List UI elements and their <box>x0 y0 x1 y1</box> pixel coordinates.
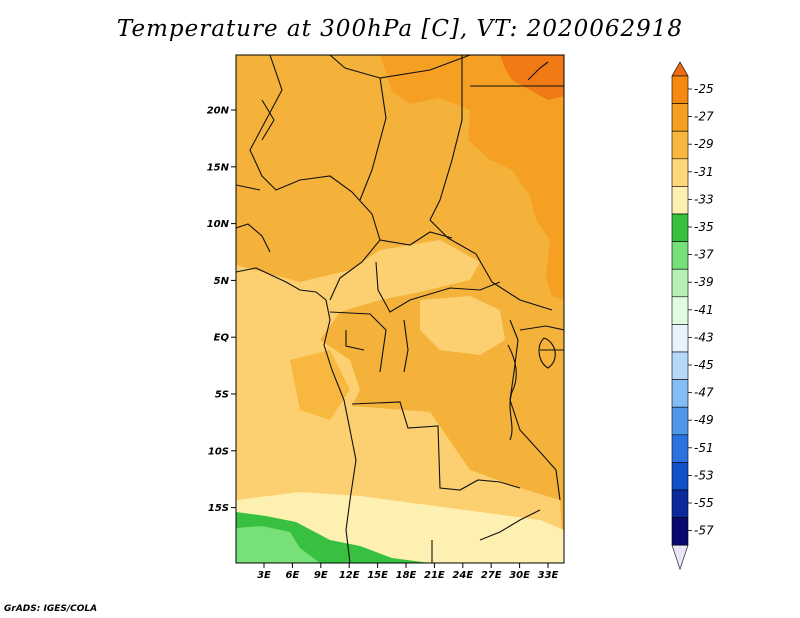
colorbar-swatch <box>671 103 689 132</box>
colorbar-label: -37 <box>694 248 714 262</box>
colorbar-bottom-arrow <box>671 544 689 571</box>
coastline <box>236 267 357 563</box>
lon-label: 21E <box>424 570 445 581</box>
lon-label: 27E <box>481 570 502 581</box>
lat-label: 20N <box>207 106 230 117</box>
colorbar-legend: -25 -27 -29 -31 -33 -35 -37 -39 -41 -43 -45 -47 -49 -… <box>671 61 714 571</box>
colorbar-label: -53 <box>694 468 714 482</box>
colorbar-swatch <box>671 351 689 380</box>
lat-label: EQ <box>214 333 230 344</box>
lat-label: 15S <box>208 503 229 514</box>
boundaries <box>236 55 564 563</box>
map-frame <box>235 54 565 564</box>
colorbar-label: -49 <box>694 413 714 427</box>
colorbar-swatch <box>671 462 689 491</box>
colorbar-swatch <box>671 434 689 463</box>
lon-label: 9E <box>314 570 328 581</box>
latitude-axis: 20N 15N 10N 5N EQ 5S 10S 15S <box>207 106 236 514</box>
colorbar-label: -29 <box>694 137 714 151</box>
colorbar-swatch <box>671 186 689 215</box>
colorbar-label: -25 <box>694 82 714 96</box>
lon-label: 6E <box>286 570 300 581</box>
temperature-field <box>236 55 564 563</box>
colorbar-top-arrow <box>671 61 689 77</box>
lon-label: 15E <box>367 570 388 581</box>
colorbar-label: -47 <box>694 386 714 400</box>
colorbar-swatch <box>671 213 689 242</box>
colorbar-label: -39 <box>694 275 714 289</box>
colorbar-swatch <box>671 324 689 353</box>
colorbar-swatch <box>671 158 689 187</box>
colorbar-label: -41 <box>694 303 714 317</box>
colorbar-swatch <box>671 379 689 408</box>
lat-label: 5N <box>214 276 230 287</box>
lat-label: 10N <box>207 219 230 230</box>
colorbar-swatch <box>671 75 689 104</box>
colorbar-swatch <box>671 296 689 325</box>
colorbar-swatch <box>671 517 689 546</box>
lat-label: 15N <box>207 162 230 173</box>
grads-credit: GrADS: IGES/COLA <box>4 604 98 614</box>
lat-label: 5S <box>215 390 229 401</box>
colorbar-label: -57 <box>694 524 714 538</box>
colorbar-swatch <box>671 130 689 160</box>
lon-label: 30E <box>509 570 530 581</box>
colorbar-label: -55 <box>694 496 714 510</box>
lon-label: 12E <box>339 570 360 581</box>
lon-label: 33E <box>538 570 559 581</box>
colorbar-label: -45 <box>694 358 714 372</box>
colorbar-label: -33 <box>694 192 714 206</box>
lat-label: 10S <box>208 446 229 457</box>
colorbar-swatch <box>671 489 689 518</box>
colorbar-swatch <box>671 406 689 436</box>
lon-label: 18E <box>396 570 417 581</box>
longitude-axis: 3E 6E 9E 12E 15E 18E 21E 24E 27E 30E 33E <box>257 563 559 581</box>
lon-label: 24E <box>452 570 473 581</box>
colorbar-label: -43 <box>694 330 714 344</box>
map-title: Temperature at 300hPa [C], VT: 202006291… <box>116 16 684 42</box>
colorbar-label: -35 <box>694 220 714 234</box>
colorbar-label: -51 <box>694 441 714 455</box>
lon-label: 3E <box>257 570 271 581</box>
colorbar-swatch <box>671 241 689 270</box>
colorbar-label: -31 <box>694 165 714 179</box>
colorbar-swatch <box>671 268 689 298</box>
colorbar-label: -27 <box>694 110 714 124</box>
